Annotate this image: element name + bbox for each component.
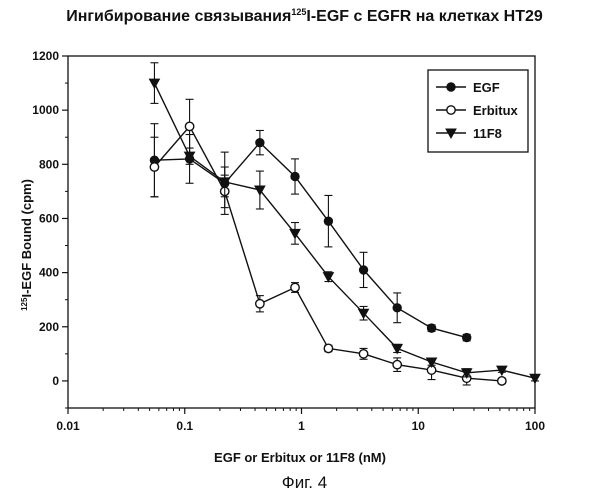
y-axis-label: 125I-EGF Bound (cpm) [19,179,34,311]
y-tick-label: 0 [52,374,59,388]
y-tick-label: 200 [39,320,59,334]
data-point-marker [256,300,264,308]
y-tick-label: 600 [39,211,59,225]
y-tick-label: 1200 [32,49,59,63]
y-tick-label: 1000 [32,103,59,117]
y-tick-label: 800 [39,157,59,171]
data-point-marker [447,106,455,114]
y-axis-label-text: I-EGF Bound (cpm) [19,179,34,297]
series-egf [150,124,471,342]
x-tick-label: 10 [412,419,426,433]
data-point-marker [498,377,506,385]
legend-label: Erbitux [473,103,519,118]
data-point-marker [324,344,332,352]
data-point-marker [427,324,435,332]
series-line [154,126,501,381]
data-point-marker [324,217,332,225]
figure-caption: Фиг. 4 [0,473,609,493]
legend: EGF Erbitux 11F8 [428,70,528,152]
data-point-marker [462,333,470,341]
legend-label: 11F8 [473,126,502,141]
x-axis-label: EGF or Erbitux or 11F8 (nM) [214,450,386,465]
data-point-marker [359,266,367,274]
data-point-marker [393,304,401,312]
x-tick-label: 1 [298,419,305,433]
data-point-marker [291,172,299,180]
legend-label: EGF [473,80,500,95]
x-tick-label: 100 [525,419,545,433]
data-point-marker [359,350,367,358]
data-point-marker [447,83,455,91]
data-point-marker [530,374,540,383]
data-point-marker [291,283,299,291]
y-tick-label: 400 [39,266,59,280]
chart-plot: 0.010.1110100020040060080010001200 EGFEr… [0,0,609,470]
series-line [154,143,466,338]
data-point-marker [185,122,193,130]
data-point-marker [393,360,401,368]
data-point-marker [256,138,264,146]
x-tick-label: 0.1 [176,419,193,433]
x-tick-label: 0.01 [56,419,80,433]
data-point-marker [149,79,159,88]
data-point-marker [150,163,158,171]
y-axis-label-superscript: 125 [20,297,29,311]
